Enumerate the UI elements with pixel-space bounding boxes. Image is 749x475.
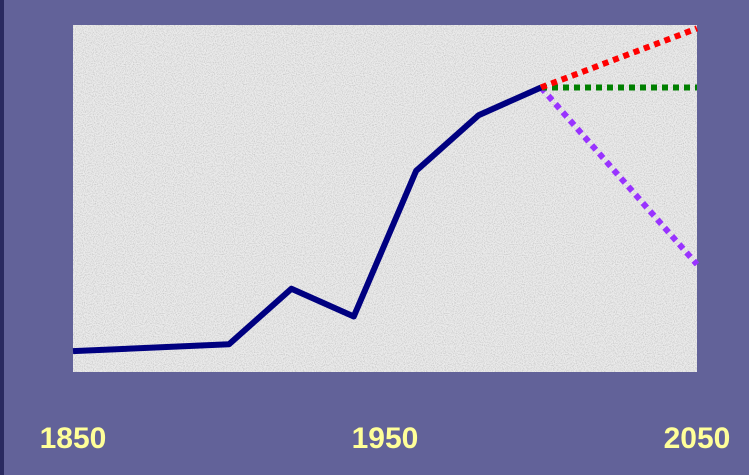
x-tick-label: 2050	[664, 422, 731, 455]
x-tick-label: 1950	[352, 422, 419, 455]
x-tick-label: 1850	[40, 422, 107, 455]
series-line	[539, 25, 699, 91]
series-line	[72, 84, 543, 355]
plot-texture	[73, 25, 697, 372]
left-edge	[0, 0, 4, 475]
